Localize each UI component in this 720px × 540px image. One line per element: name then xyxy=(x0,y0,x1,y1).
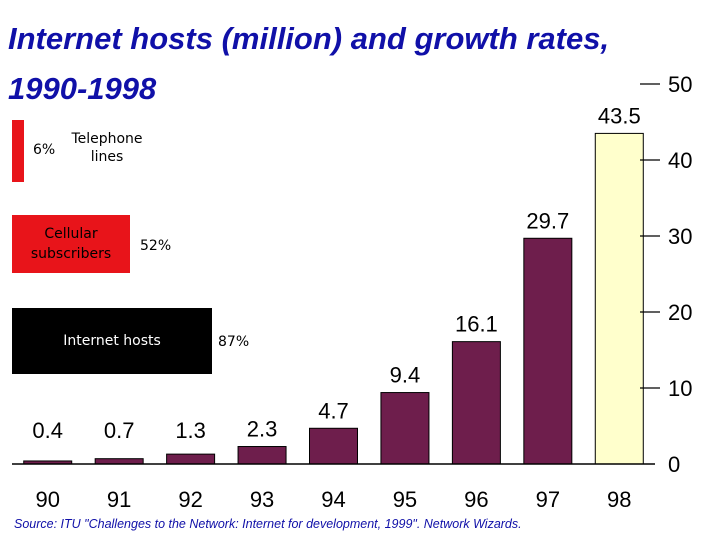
data-label-94: 4.7 xyxy=(318,398,349,423)
x-tick-98: 98 xyxy=(607,487,631,512)
cellular-label: Cellular subscribers xyxy=(30,226,112,262)
x-tick-90: 90 xyxy=(35,487,59,512)
data-label-90: 0.4 xyxy=(32,418,63,443)
x-tick-96: 96 xyxy=(464,487,488,512)
y-tick-label-10: 10 xyxy=(668,376,692,401)
data-label-96: 16.1 xyxy=(455,312,498,337)
x-tick-91: 91 xyxy=(107,487,131,512)
data-label-92: 1.3 xyxy=(175,418,206,443)
chart-title: Internet hosts (million) and growth rate… xyxy=(8,21,610,106)
y-axis-group: 0 10 20 30 40 50 xyxy=(640,72,692,477)
internet-growth-percent: 87% xyxy=(218,334,250,350)
bar-93 xyxy=(237,446,287,465)
source-note: Source: ITU "Challenges to the Network: … xyxy=(14,517,522,531)
x-tick-94: 94 xyxy=(321,487,345,512)
y-tick-label-20: 20 xyxy=(668,300,692,325)
x-tick-92: 92 xyxy=(178,487,202,512)
cellular-growth-percent: 52% xyxy=(140,238,172,254)
growth-legend-bar xyxy=(12,215,130,273)
bars-group xyxy=(12,132,655,465)
internet-hosts-label: Internet hosts xyxy=(63,333,161,349)
growth-legend-bar xyxy=(12,120,24,182)
data-label-95: 9.4 xyxy=(390,363,421,388)
data-label-98: 43.5 xyxy=(598,103,641,128)
bar-91 xyxy=(94,458,144,465)
bar-97 xyxy=(523,237,573,465)
growth-legend-bar xyxy=(12,308,212,374)
x-tick-labels-group: 90 91 92 93 94 95 96 97 98 xyxy=(35,487,631,512)
bar-94 xyxy=(309,427,358,465)
bar-98 xyxy=(594,132,644,465)
bar-labels-group: 0.4 0.7 1.3 2.3 4.7 9.4 16.1 29.7 43.5 xyxy=(32,103,640,443)
y-tick-label-40: 40 xyxy=(668,148,692,173)
data-label-93: 2.3 xyxy=(247,417,278,442)
telephone-growth-percent: 6% xyxy=(33,142,56,158)
x-tick-97: 97 xyxy=(536,487,560,512)
bar-96 xyxy=(451,341,501,465)
y-tick-label-50: 50 xyxy=(668,72,692,97)
data-label-97: 29.7 xyxy=(526,208,569,233)
bar-95 xyxy=(380,392,430,465)
telephone-label: Telephone lines xyxy=(71,131,143,165)
bar-92 xyxy=(166,453,216,465)
x-tick-95: 95 xyxy=(393,487,417,512)
y-tick-label-0: 0 xyxy=(668,452,680,477)
y-tick-label-30: 30 xyxy=(668,224,692,249)
data-label-91: 0.7 xyxy=(104,418,135,443)
growth-legend-bars xyxy=(12,120,212,374)
x-tick-93: 93 xyxy=(250,487,274,512)
